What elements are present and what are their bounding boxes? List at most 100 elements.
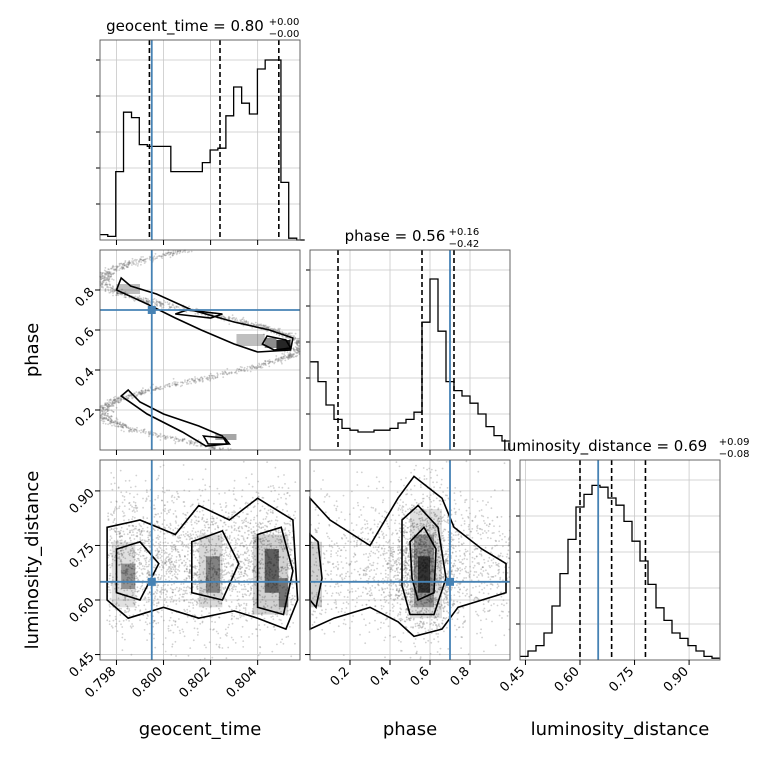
scatter-point xyxy=(222,558,225,560)
scatter-point xyxy=(123,505,126,507)
scatter-point xyxy=(156,387,159,390)
scatter-point xyxy=(352,599,354,601)
scatter-point xyxy=(216,374,219,377)
scatter-point xyxy=(198,379,201,381)
scatter-point xyxy=(109,529,111,531)
scatter-point xyxy=(227,512,230,515)
scatter-point xyxy=(195,381,198,383)
scatter-point xyxy=(128,501,131,504)
scatter-point xyxy=(157,301,160,304)
scatter-point xyxy=(274,628,276,631)
scatter-point xyxy=(251,555,254,558)
scatter-point xyxy=(160,593,163,595)
scatter-point xyxy=(200,444,203,447)
scatter-point xyxy=(140,530,143,533)
scatter-point xyxy=(235,317,238,320)
scatter-point xyxy=(273,500,276,502)
scatter-point xyxy=(385,534,388,536)
scatter-point xyxy=(104,423,107,425)
scatter-point xyxy=(211,523,214,526)
scatter-point xyxy=(153,600,155,602)
scatter-point xyxy=(109,591,112,594)
scatter-point xyxy=(110,418,112,421)
scatter-point xyxy=(292,356,295,359)
scatter-point xyxy=(130,429,133,431)
scatter-point xyxy=(224,587,227,589)
scatter-point xyxy=(117,401,120,403)
scatter-point xyxy=(236,591,239,593)
scatter-point xyxy=(148,574,151,576)
scatter-point xyxy=(172,436,175,439)
scatter-point xyxy=(184,590,187,592)
scatter-point xyxy=(175,438,178,440)
scatter-point xyxy=(230,371,233,374)
scatter-point xyxy=(440,478,443,481)
scatter-point xyxy=(221,370,224,373)
scatter-point xyxy=(156,547,159,550)
scatter-point xyxy=(175,305,178,308)
scatter-point xyxy=(137,296,140,299)
scatter-point xyxy=(138,551,141,554)
scatter-point xyxy=(399,508,402,511)
scatter-point xyxy=(143,262,146,264)
scatter-point xyxy=(241,522,244,524)
scatter-point xyxy=(155,622,158,625)
scatter-point xyxy=(268,362,271,364)
scatter-point xyxy=(146,257,149,260)
scatter-point xyxy=(176,490,178,493)
scatter-point xyxy=(384,656,386,659)
scatter-point xyxy=(182,545,185,548)
scatter-point xyxy=(209,378,212,381)
scatter-point xyxy=(263,333,265,336)
scatter-point xyxy=(132,501,135,503)
scatter-point xyxy=(111,266,114,268)
scatter-point xyxy=(156,588,158,591)
scatter-point xyxy=(233,510,235,512)
scatter-point xyxy=(129,430,132,432)
scatter-point xyxy=(473,574,475,577)
scatter-point xyxy=(194,441,196,444)
scatter-point xyxy=(175,559,178,562)
scatter-point xyxy=(124,611,126,613)
scatter-point xyxy=(139,393,142,395)
scatter-point xyxy=(202,478,204,481)
scatter-point xyxy=(112,410,115,413)
scatter-point xyxy=(252,365,255,368)
scatter-point xyxy=(192,549,195,552)
scatter-point xyxy=(192,598,194,600)
scatter-point xyxy=(119,469,122,472)
scatter-point xyxy=(194,536,197,539)
scatter-point xyxy=(286,510,289,512)
scatter-point xyxy=(484,546,487,549)
scatter-point xyxy=(224,549,227,552)
scatter-point xyxy=(160,549,163,551)
scatter-point xyxy=(179,251,182,253)
scatter-point xyxy=(113,290,116,293)
scatter-point xyxy=(235,605,238,608)
scatter-point xyxy=(238,609,241,612)
scatter-point xyxy=(100,275,103,277)
scatter-point xyxy=(155,592,158,595)
scatter-point xyxy=(187,553,189,556)
scatter-point xyxy=(188,538,191,541)
scatter-point xyxy=(118,399,121,401)
scatter-point xyxy=(148,571,151,573)
scatter-point xyxy=(197,378,200,381)
scatter-point xyxy=(207,499,210,502)
scatter-point xyxy=(167,627,170,630)
scatter-point xyxy=(468,573,471,576)
scatter-point xyxy=(180,588,183,591)
scatter-point xyxy=(123,499,126,501)
scatter-point xyxy=(171,541,173,544)
scatter-point xyxy=(244,518,247,520)
scatter-point xyxy=(156,304,158,306)
scatter-point xyxy=(160,586,163,589)
scatter-point xyxy=(149,256,151,259)
scatter-point xyxy=(297,338,299,340)
scatter-point xyxy=(225,529,227,532)
scatter-point xyxy=(112,521,115,523)
scatter-point xyxy=(159,304,161,307)
scatter-point xyxy=(141,584,144,587)
scatter-point xyxy=(271,615,274,618)
scatter-point xyxy=(154,646,157,649)
